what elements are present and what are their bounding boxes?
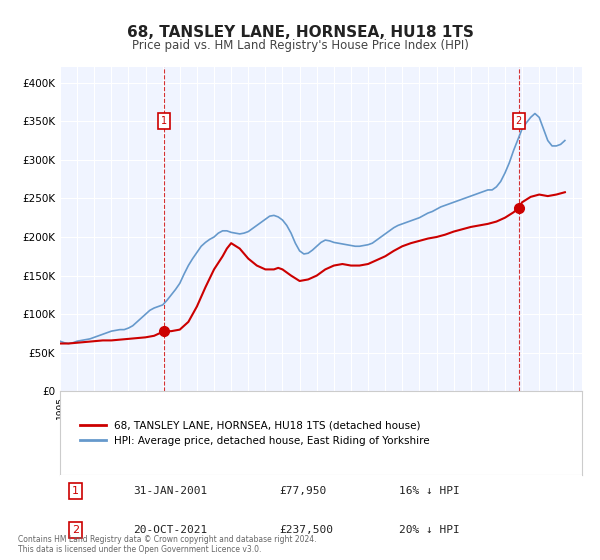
Text: 20-OCT-2021: 20-OCT-2021 (133, 525, 208, 535)
Text: Price paid vs. HM Land Registry's House Price Index (HPI): Price paid vs. HM Land Registry's House … (131, 39, 469, 52)
Text: 2: 2 (515, 116, 522, 126)
Legend: 68, TANSLEY LANE, HORNSEA, HU18 1TS (detached house), HPI: Average price, detach: 68, TANSLEY LANE, HORNSEA, HU18 1TS (det… (76, 416, 434, 450)
Text: 1: 1 (161, 116, 167, 126)
Text: 31-JAN-2001: 31-JAN-2001 (133, 486, 208, 496)
Text: 20% ↓ HPI: 20% ↓ HPI (400, 525, 460, 535)
Text: 16% ↓ HPI: 16% ↓ HPI (400, 486, 460, 496)
Text: 1: 1 (72, 486, 79, 496)
Text: £77,950: £77,950 (279, 486, 326, 496)
Text: £237,500: £237,500 (279, 525, 333, 535)
Text: 2: 2 (72, 525, 79, 535)
Text: Contains HM Land Registry data © Crown copyright and database right 2024.
This d: Contains HM Land Registry data © Crown c… (18, 535, 317, 554)
Text: 68, TANSLEY LANE, HORNSEA, HU18 1TS: 68, TANSLEY LANE, HORNSEA, HU18 1TS (127, 25, 473, 40)
